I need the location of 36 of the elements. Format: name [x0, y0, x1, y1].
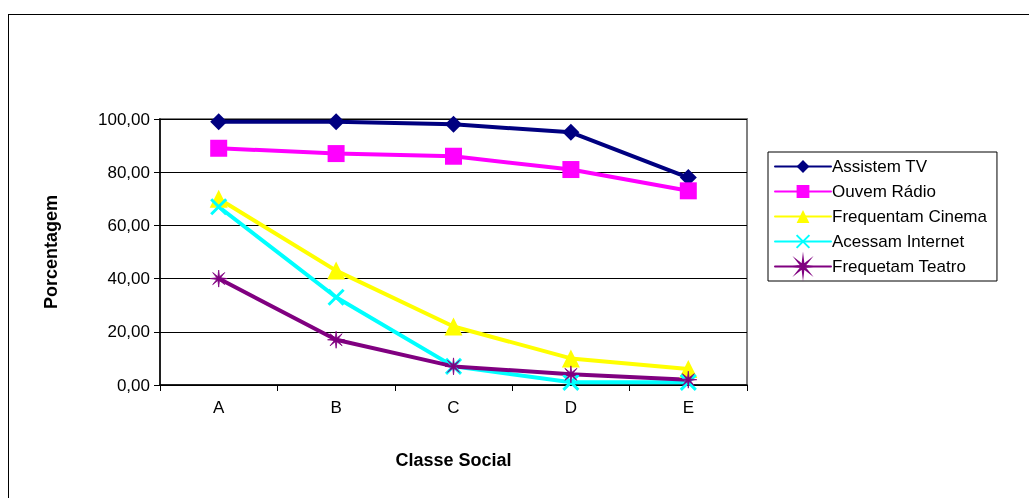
point: [561, 349, 580, 368]
x-tick-label: E: [682, 398, 694, 417]
point: [327, 145, 345, 163]
y-axis-title: Porcentagem: [41, 194, 61, 310]
x-tick-label: C: [447, 398, 460, 417]
point: [209, 269, 228, 288]
y-tick-label: 20,00: [107, 322, 150, 342]
legend-label: Acessam Internet: [832, 232, 965, 251]
y-tick-label: 40,00: [107, 269, 150, 289]
legend-label: Frequentam Cinema: [832, 207, 988, 226]
point: [210, 113, 228, 131]
point: [562, 123, 580, 141]
point: [327, 288, 346, 307]
x-axis-title: Classe Social: [395, 450, 512, 470]
y-tick-label: 100,00: [98, 109, 150, 129]
y-tick-label: 60,00: [107, 215, 150, 235]
legend-label: Frequetam Teatro: [832, 257, 966, 276]
y-tick-label: 80,00: [107, 162, 150, 182]
point: [210, 139, 228, 157]
point: [562, 365, 580, 384]
point: [327, 330, 345, 349]
point: [327, 113, 345, 131]
point: [562, 161, 580, 179]
point: [679, 182, 697, 200]
legend-label: Assistem TV: [832, 157, 928, 176]
point: [327, 261, 346, 280]
point: [445, 147, 462, 165]
x-tick-label: B: [330, 398, 342, 417]
x-tick-label: D: [564, 398, 578, 417]
y-tick-label: 0,00: [116, 375, 150, 395]
point: [209, 197, 228, 216]
x-tick-label: A: [213, 398, 226, 417]
point: [444, 317, 463, 336]
point: [561, 373, 580, 392]
point: [445, 115, 462, 133]
legend-label: Ouvem Rádio: [832, 182, 936, 201]
